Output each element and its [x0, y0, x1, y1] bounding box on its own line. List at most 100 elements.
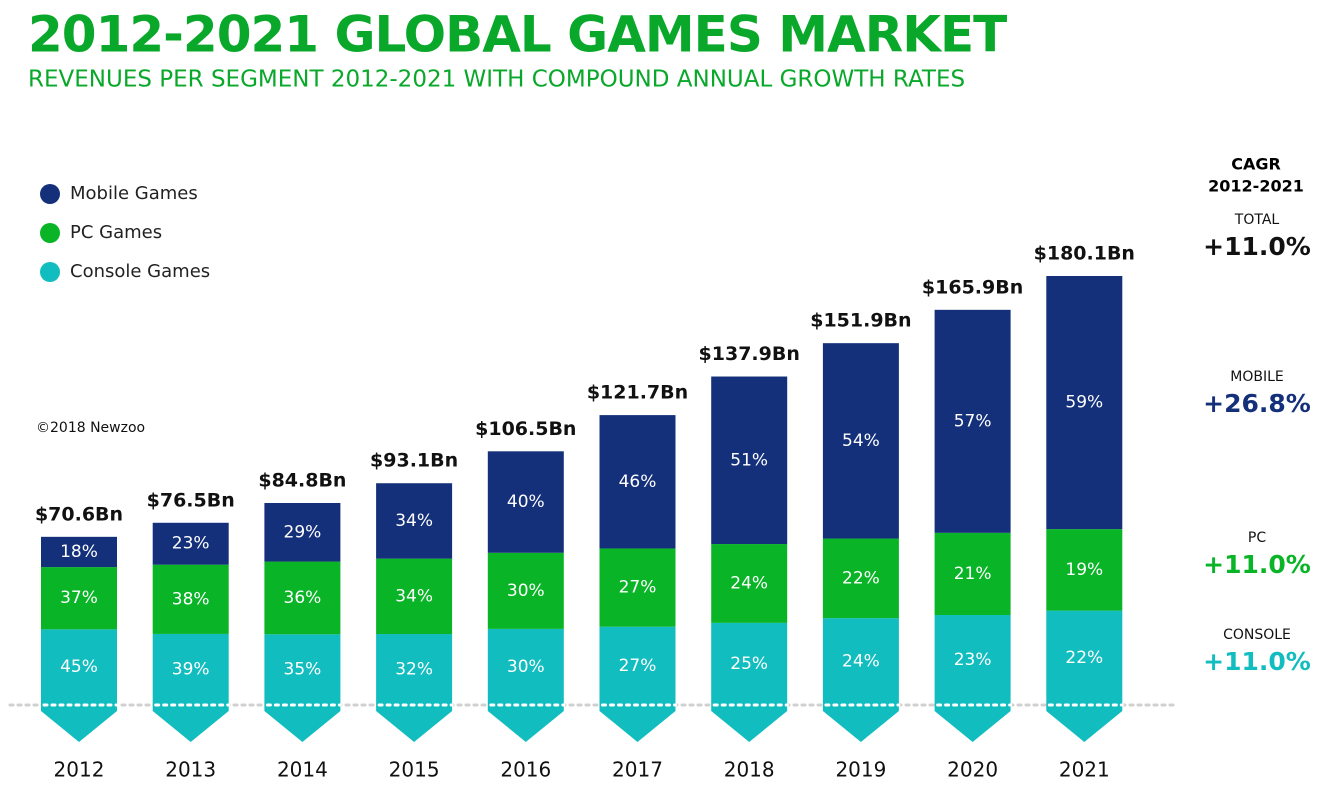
legend-swatch	[40, 223, 60, 243]
segment-label: 30%	[507, 657, 545, 677]
total-label: $121.7Bn	[587, 382, 688, 404]
segment-label: 38%	[172, 589, 210, 609]
cagr-label: TOTAL	[1234, 212, 1280, 228]
segment-label: 35%	[284, 660, 322, 680]
total-label: $165.9Bn	[922, 276, 1023, 298]
total-label: $151.9Bn	[810, 310, 911, 332]
bar-segment	[599, 626, 676, 705]
cagr-title: CAGR	[1231, 155, 1281, 174]
x-tick-label: 2020	[947, 758, 998, 782]
segment-label: 36%	[284, 588, 322, 608]
bar-segment	[599, 548, 676, 627]
legend-label: Mobile Games	[70, 183, 198, 204]
bar-arrow	[599, 705, 676, 742]
bar-segment	[1046, 610, 1123, 705]
bar-arrow	[264, 705, 341, 742]
source: ©2018 Newzoo	[36, 420, 145, 436]
legend-swatch	[40, 262, 60, 282]
bar-segment	[41, 629, 117, 705]
segment-label: 22%	[1065, 648, 1103, 668]
x-tick-label: 2017	[612, 758, 663, 782]
bar-segment	[376, 483, 453, 559]
segment-label: 27%	[619, 578, 657, 598]
segment-label: 59%	[1065, 393, 1103, 413]
total-label: $93.1Bn	[370, 450, 458, 472]
cagr-value: +11.0%	[1203, 647, 1311, 676]
segment-label: 22%	[842, 568, 880, 588]
total-label: $76.5Bn	[147, 489, 235, 511]
bar-segment	[822, 618, 899, 705]
bar-arrow	[1046, 705, 1123, 742]
bar-segment	[264, 503, 341, 562]
cagr-value: +11.0%	[1203, 232, 1311, 261]
chart-subtitle: REVENUES PER SEGMENT 2012-2021 WITH COMP…	[28, 67, 965, 93]
cagr-title: 2012-2021	[1208, 177, 1304, 196]
segment-label: 34%	[395, 511, 433, 531]
total-label: $106.5Bn	[475, 418, 576, 440]
bar-segment	[264, 561, 341, 635]
segment-label: 19%	[1065, 560, 1103, 580]
segment-label: 46%	[619, 472, 657, 492]
bar-segment	[152, 633, 229, 705]
cagr-value: +11.0%	[1203, 550, 1311, 579]
segment-label: 40%	[507, 492, 545, 512]
bar-arrow	[41, 705, 117, 742]
total-label: $137.9Bn	[699, 343, 800, 365]
segment-label: 54%	[842, 431, 880, 451]
chart-title: 2012-2021 GLOBAL GAMES MARKET	[28, 6, 1007, 64]
segment-label: 27%	[619, 656, 657, 676]
bar-segment	[599, 415, 676, 549]
total-label: $84.8Bn	[258, 470, 346, 492]
bar-arrow	[152, 705, 229, 742]
x-tick-label: 2018	[724, 758, 775, 782]
x-tick-label: 2013	[165, 758, 216, 782]
bar-segment	[41, 567, 117, 630]
x-tick-label: 2012	[54, 758, 105, 782]
bar-arrow	[934, 705, 1011, 742]
legend-label: PC Games	[70, 222, 162, 243]
segment-label: 18%	[60, 542, 98, 562]
segment-label: 25%	[730, 654, 768, 674]
legend-swatch	[40, 184, 60, 204]
bar-segment	[152, 564, 229, 634]
bar-segment	[711, 544, 788, 623]
segment-label: 34%	[395, 586, 433, 606]
bar-segment	[711, 622, 788, 705]
cagr-label: PC	[1248, 530, 1266, 546]
bar-arrow	[711, 705, 788, 742]
bar-arrow	[822, 705, 899, 742]
bar-segment	[1046, 529, 1123, 611]
segment-label: 23%	[954, 650, 992, 670]
bar-segment	[376, 558, 453, 635]
bar-segment	[487, 628, 564, 705]
total-label: $180.1Bn	[1034, 243, 1135, 265]
cagr-value: +26.8%	[1203, 389, 1311, 418]
bar-segment	[487, 451, 564, 553]
bar-segment	[152, 522, 229, 565]
bar-segment	[1046, 276, 1123, 530]
cagr-label: CONSOLE	[1223, 627, 1291, 643]
bar-segment	[934, 309, 1011, 533]
bar-arrow	[487, 705, 564, 742]
bar-segment	[934, 615, 1011, 705]
bar-segment	[376, 634, 453, 705]
segment-label: 24%	[730, 573, 768, 593]
segment-label: 51%	[730, 450, 768, 470]
segment-label: 29%	[284, 522, 322, 542]
segment-label: 57%	[954, 411, 992, 431]
x-tick-label: 2021	[1059, 758, 1110, 782]
bar-segment	[264, 634, 341, 705]
segment-label: 23%	[172, 534, 210, 554]
segment-label: 39%	[172, 659, 210, 679]
segment-label: 45%	[60, 657, 98, 677]
segment-label: 24%	[842, 652, 880, 672]
bar-segment	[41, 536, 117, 568]
total-label: $70.6Bn	[35, 503, 123, 525]
segment-label: 30%	[507, 581, 545, 601]
x-tick-label: 2016	[500, 758, 551, 782]
bar-segment	[711, 376, 788, 545]
bar-segment	[822, 538, 899, 619]
cagr-label: MOBILE	[1230, 369, 1283, 385]
bar-segment	[487, 552, 564, 629]
